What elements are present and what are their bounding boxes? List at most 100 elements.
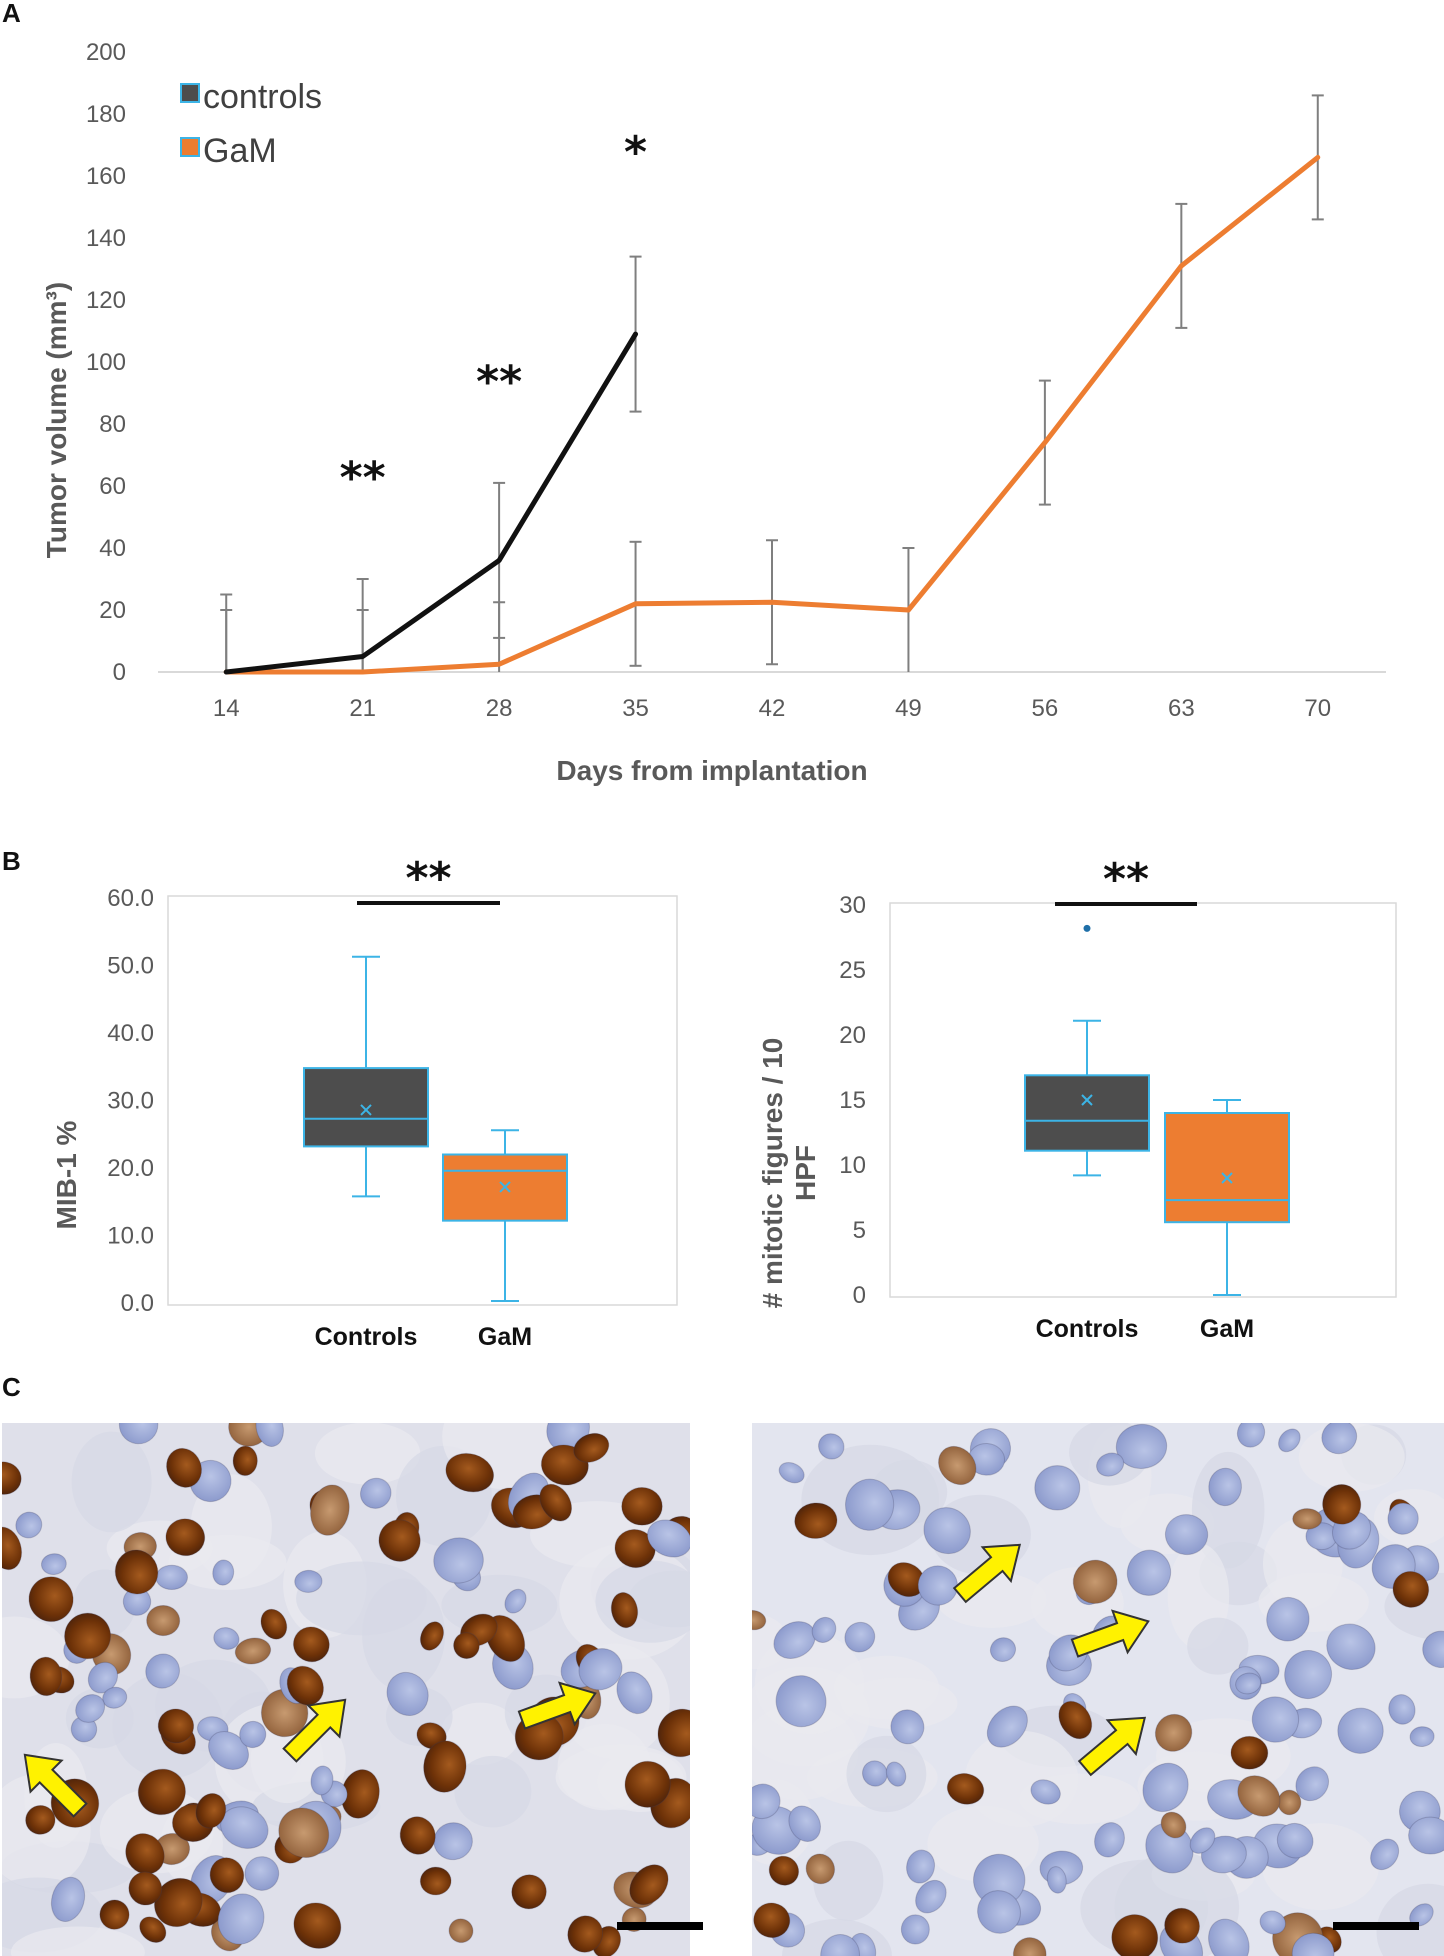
nucleus-positive <box>511 1874 547 1910</box>
significance-marker: ** <box>1103 854 1149 905</box>
mib1-boxplot: 0.0 10.0 20.0 30.0 40.0 50.0 60.0 Controls GaM ** <box>107 853 678 1351</box>
box-gam <box>1164 1112 1290 1224</box>
legend-gam-label: GaM <box>203 132 277 170</box>
y-tick-label: 20 <box>99 597 126 624</box>
nucleus-speckled <box>278 1807 330 1859</box>
nucleus-positive <box>768 1855 800 1886</box>
nucleus-positive <box>114 1549 159 1595</box>
mitotic-boxplot: 0 5 10 15 20 25 30 Controls GaM ** <box>839 854 1397 1343</box>
y-tick-label: 30 <box>839 892 866 919</box>
yellow-arrow <box>517 1681 597 1730</box>
nucleus-negative <box>40 1553 67 1575</box>
x-tick-label: 21 <box>349 695 376 722</box>
x-tick-label: 56 <box>1032 695 1059 722</box>
nucleus-positive <box>137 1768 186 1816</box>
micrograph-gam <box>752 1423 1444 1956</box>
nucleus-negative <box>433 1822 473 1861</box>
mitotic-y-axis-title-line1: # mitotic figures / 10 <box>757 1038 788 1309</box>
nucleus-negative <box>208 1730 249 1771</box>
nucleus-negative <box>212 1559 235 1586</box>
yellow-arrow <box>952 1543 1022 1604</box>
nucleus-negative <box>646 1519 690 1558</box>
nucleus-negative <box>310 1765 334 1796</box>
nucleus-positive <box>753 1902 791 1939</box>
x-tick-label: 14 <box>213 695 240 722</box>
nucleus-positive <box>1322 1483 1362 1525</box>
nucleus-negative <box>1326 1623 1376 1670</box>
yellow-arrow <box>282 1698 347 1763</box>
nucleus-negative <box>778 1462 805 1484</box>
y-tick-label: 30.0 <box>107 1088 154 1115</box>
nucleus-negative <box>15 1511 43 1539</box>
y-tick-label: 100 <box>86 349 126 376</box>
nucleus-negative <box>1115 1423 1168 1469</box>
nucleus-speckled <box>1237 1775 1281 1817</box>
y-tick-label: 50.0 <box>107 953 154 980</box>
nucleus-negative <box>788 1805 821 1842</box>
nucleus-negative <box>844 1621 876 1653</box>
nucleus-negative <box>1096 1452 1125 1477</box>
nucleus-positive <box>139 1916 167 1943</box>
nucleus-speckled <box>752 1609 767 1631</box>
y-tick-label: 40.0 <box>107 1020 154 1047</box>
cytoplasm <box>296 1561 427 1636</box>
nucleus-negative <box>1094 1822 1125 1858</box>
nucleus-negative <box>1408 1816 1444 1855</box>
panel-letter-a: A <box>2 0 21 28</box>
nucleus-positive <box>419 1866 452 1896</box>
significance-marker: * <box>624 127 647 178</box>
nucleus-negative <box>1126 1549 1172 1596</box>
nucleus-negative <box>1208 1467 1242 1507</box>
cytoplasm <box>1187 1617 1249 1675</box>
nucleus-negative <box>239 1720 267 1749</box>
nucleus-negative <box>50 1876 86 1922</box>
nucleus-positive <box>209 1857 245 1894</box>
cytoplasm <box>454 1755 532 1828</box>
panel-letter-b: B <box>2 846 21 876</box>
tumor-volume-chart: 0 20 40 60 80 100 120 140 160 180 200 14 21 28 35 42 49 5… <box>86 39 1386 722</box>
cytoplasm <box>964 1730 1079 1828</box>
mitosis-arrows <box>23 1543 1150 1818</box>
nucleus-negative <box>360 1477 392 1509</box>
nucleus-positive <box>1164 1907 1200 1944</box>
nucleus-positive <box>539 1483 573 1522</box>
y-tick-label: 5 <box>853 1217 866 1244</box>
y-tick-label: 60 <box>99 473 126 500</box>
nucleus-negative <box>1259 1910 1286 1935</box>
nucleus-negative <box>1370 1838 1400 1871</box>
nucleus-negative <box>433 1537 484 1584</box>
nucleus-positive <box>25 1804 56 1835</box>
y-tick-label: 120 <box>86 287 126 314</box>
x-tick-label: 49 <box>895 695 922 722</box>
nucleus-negative <box>1388 1694 1416 1725</box>
nucleus-negative <box>504 1588 527 1614</box>
nucleus-negative <box>1409 1726 1435 1748</box>
nucleus-negative <box>862 1760 888 1787</box>
nucleus-positive <box>567 1915 604 1953</box>
nucleus-negative <box>255 1423 284 1447</box>
mean-marker <box>1081 1094 1093 1106</box>
nucleus-positive <box>29 1656 63 1697</box>
series-line-controls <box>223 331 639 675</box>
nucleus-negative <box>1276 1822 1314 1859</box>
nucleus-negative <box>900 1914 930 1945</box>
y-tick-label: 10 <box>839 1152 866 1179</box>
nucleus-positive <box>1111 1914 1159 1956</box>
nucleus-speckled <box>146 1604 181 1637</box>
nucleus-speckled <box>310 1484 350 1536</box>
nucleus-positive <box>657 1708 690 1758</box>
nucleus-negative <box>1284 1650 1333 1700</box>
nucleus-negative <box>616 1671 653 1715</box>
nucleus-negative <box>818 1433 845 1460</box>
y-tick-label: 0 <box>113 659 126 686</box>
y-tick-label: 60.0 <box>107 885 154 912</box>
y-tick-label: 10.0 <box>107 1223 154 1250</box>
nucleus-negative <box>1387 1502 1419 1535</box>
nucleus-positive <box>624 1760 671 1808</box>
y-tick-label: 180 <box>86 101 126 128</box>
y-tick-label: 20.0 <box>107 1155 154 1182</box>
nucleus-positive <box>260 1608 288 1640</box>
nucleus-negative <box>1266 1596 1310 1642</box>
micrograph-controls <box>2 1423 690 1956</box>
